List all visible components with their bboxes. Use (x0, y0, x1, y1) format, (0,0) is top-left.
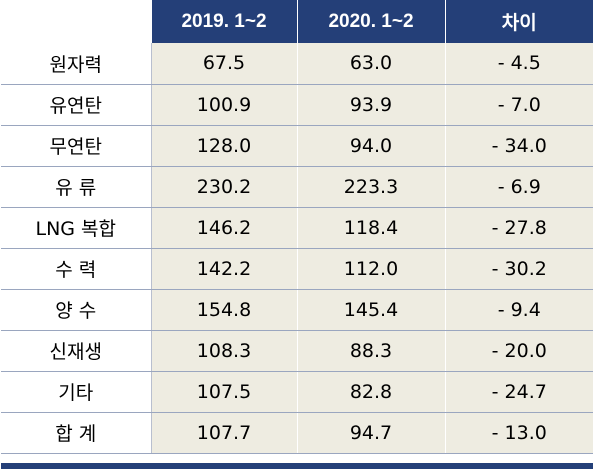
table-row: LNG 복합 146.2 118.4- 27.8 (1, 206, 593, 249)
table-row: 기타 107.5 82.8- 24.7 (1, 370, 593, 413)
row-label-cell: 무연탄 (1, 124, 152, 167)
value-2020-cell: 223.3 (297, 165, 446, 208)
value-2020-cell: 63.0 (297, 43, 446, 85)
row-label-cell: 수 력 (1, 247, 152, 290)
value-2020-cell: 94.7 (297, 411, 446, 454)
header-difference: 차이 (444, 0, 593, 43)
header-2020: 2020. 1~2 (296, 0, 445, 43)
row-label-cell: LNG 복합 (1, 206, 152, 249)
row-label-cell: 기타 (1, 370, 152, 413)
value-2019-cell: 142.2 (151, 247, 298, 290)
value-2019-cell: 107.7 (151, 411, 298, 454)
table-row: 양 수 154.8 145.4- 9.4 (1, 288, 593, 331)
difference-cell: - 13.0 (445, 411, 593, 454)
row-label-cell: 유 류 (1, 165, 152, 208)
header-corner-cell (1, 0, 151, 43)
table-bottom-border (1, 463, 593, 469)
header-2019: 2019. 1~2 (150, 0, 297, 43)
value-2019-cell: 107.5 (151, 370, 298, 413)
table-row: 무연탄 128.0 94.0- 34.0 (1, 124, 593, 167)
row-label-cell: 원자력 (1, 43, 152, 85)
value-2019-cell: 67.5 (151, 43, 298, 85)
row-label-cell: 신재생 (1, 329, 152, 372)
table-row: 신재생 108.3 88.3- 20.0 (1, 329, 593, 372)
difference-cell: - 27.8 (445, 206, 593, 249)
value-2020-cell: 118.4 (297, 206, 446, 249)
table-row: 합 계 107.7 94.7- 13.0 (1, 411, 593, 454)
value-2020-cell: 82.8 (297, 370, 446, 413)
row-label-cell: 양 수 (1, 288, 152, 331)
value-2020-cell: 94.0 (297, 124, 446, 167)
table-row: 유연탄 100.9 93.9- 7.0 (1, 83, 593, 126)
difference-cell: - 4.5 (445, 43, 593, 85)
value-2019-cell: 230.2 (151, 165, 298, 208)
difference-cell: - 20.0 (445, 329, 593, 372)
value-2020-cell: 93.9 (297, 83, 446, 126)
value-2020-cell: 145.4 (297, 288, 446, 331)
difference-cell: - 30.2 (445, 247, 593, 290)
header-row: 2019. 1~2 2020. 1~2 차이 (1, 0, 593, 43)
value-2019-cell: 154.8 (151, 288, 298, 331)
row-label-cell: 합 계 (1, 411, 152, 454)
comparison-table: 2019. 1~2 2020. 1~2 차이 원자력 67.5 63.0- 4.5 유… (1, 0, 593, 454)
value-2019-cell: 108.3 (151, 329, 298, 372)
value-2020-cell: 88.3 (297, 329, 446, 372)
difference-cell: - 34.0 (445, 124, 593, 167)
value-2019-cell: 128.0 (151, 124, 298, 167)
row-label-cell: 유연탄 (1, 83, 152, 126)
table-row: 유 류 230.2 223.3- 6.9 (1, 165, 593, 208)
difference-cell: - 24.7 (445, 370, 593, 413)
difference-cell: - 7.0 (445, 83, 593, 126)
difference-cell: - 9.4 (445, 288, 593, 331)
difference-cell: - 6.9 (445, 165, 593, 208)
value-2020-cell: 112.0 (297, 247, 446, 290)
value-2019-cell: 146.2 (151, 206, 298, 249)
table-row: 수 력 142.2 112.0- 30.2 (1, 247, 593, 290)
table-row: 원자력 67.5 63.0- 4.5 (1, 43, 593, 85)
value-2019-cell: 100.9 (151, 83, 298, 126)
